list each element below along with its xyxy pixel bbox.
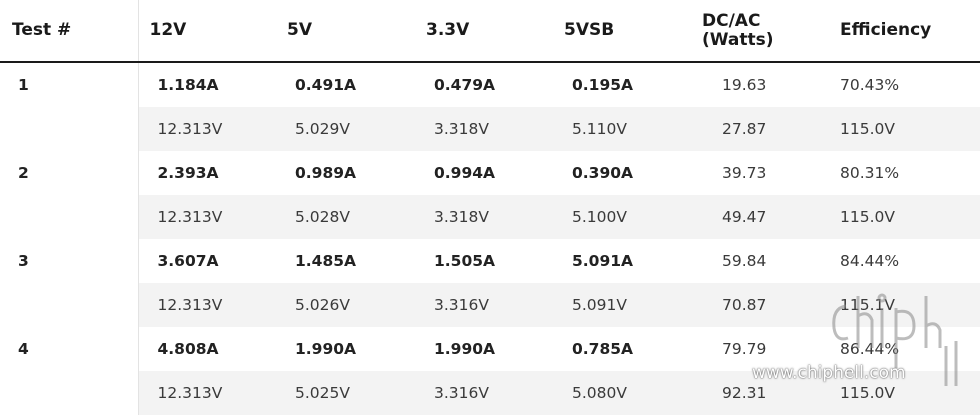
current-cell: 0.491A xyxy=(276,62,415,107)
voltage-cell: 5.025V xyxy=(276,371,415,415)
table-row: 12.313V 5.028V 3.318V 5.100V 49.47 115.0V xyxy=(0,195,980,239)
table-row: 2 2.393A 0.989A 0.994A 0.390A 39.73 80.31% xyxy=(0,151,980,195)
dc-watts-cell: 19.63 xyxy=(691,62,829,107)
current-cell: 5.091A xyxy=(553,239,691,283)
current-cell: 1.990A xyxy=(415,327,553,371)
table-row: 12.313V 5.025V 3.316V 5.080V 92.31 115.0V xyxy=(0,371,980,415)
current-cell: 1.990A xyxy=(276,327,415,371)
current-cell: 3.607A xyxy=(138,239,276,283)
voltage-cell: 5.028V xyxy=(276,195,415,239)
voltage-cell: 3.318V xyxy=(415,195,553,239)
table-row: 12.313V 5.029V 3.318V 5.110V 27.87 115.0V xyxy=(0,107,980,151)
current-cell: 2.393A xyxy=(138,151,276,195)
current-cell: 0.989A xyxy=(276,151,415,195)
table-row: 1 1.184A 0.491A 0.479A 0.195A 19.63 70.43% xyxy=(0,62,980,107)
efficiency-cell: 80.31% xyxy=(829,151,980,195)
current-cell: 0.994A xyxy=(415,151,553,195)
empty-cell xyxy=(0,371,139,415)
ac-watts-cell: 70.87 xyxy=(691,283,829,327)
ac-watts-cell: 27.87 xyxy=(691,107,829,151)
empty-cell xyxy=(0,283,139,327)
test-number: 4 xyxy=(0,327,139,371)
voltage-cell: 12.313V xyxy=(138,107,276,151)
empty-cell xyxy=(0,107,139,151)
header-5v: 5V xyxy=(276,0,415,63)
table-row: 12.313V 5.026V 3.316V 5.091V 70.87 115.1V xyxy=(0,283,980,327)
voltage-cell: 3.316V xyxy=(415,371,553,415)
ac-voltage-cell: 115.1V xyxy=(829,283,980,327)
header-dc-ac: DC/AC (Watts) xyxy=(691,0,829,63)
current-cell: 1.505A xyxy=(415,239,553,283)
current-cell: 1.485A xyxy=(276,239,415,283)
header-12v: 12V xyxy=(138,0,276,63)
voltage-cell: 5.110V xyxy=(553,107,691,151)
voltage-cell: 12.313V xyxy=(138,371,276,415)
efficiency-cell: 84.44% xyxy=(829,239,980,283)
voltage-cell: 3.318V xyxy=(415,107,553,151)
header-dc-ac-label: DC/AC (Watts) xyxy=(702,10,774,50)
voltage-cell: 12.313V xyxy=(138,195,276,239)
current-cell: 0.195A xyxy=(553,62,691,107)
test-number: 1 xyxy=(0,62,139,107)
dc-watts-cell: 59.84 xyxy=(691,239,829,283)
test-number: 2 xyxy=(0,151,139,195)
current-cell: 0.479A xyxy=(415,62,553,107)
voltage-cell: 5.029V xyxy=(276,107,415,151)
ac-watts-cell: 92.31 xyxy=(691,371,829,415)
current-cell: 0.390A xyxy=(553,151,691,195)
header-test: Test # xyxy=(0,0,139,63)
header-5vsb: 5VSB xyxy=(553,0,691,63)
voltage-cell: 3.316V xyxy=(415,283,553,327)
voltage-cell: 12.313V xyxy=(138,283,276,327)
dc-watts-cell: 79.79 xyxy=(691,327,829,371)
dc-watts-cell: 39.73 xyxy=(691,151,829,195)
ac-voltage-cell: 115.0V xyxy=(829,195,980,239)
test-number: 3 xyxy=(0,239,139,283)
current-cell: 4.808A xyxy=(138,327,276,371)
ac-voltage-cell: 115.0V xyxy=(829,107,980,151)
current-cell: 1.184A xyxy=(138,62,276,107)
header-row: Test # 12V 5V 3.3V 5VSB DC/AC (Watts) Ef… xyxy=(0,0,980,63)
empty-cell xyxy=(0,195,139,239)
watermark-url: www.chiphell.com xyxy=(752,363,906,383)
current-cell: 0.785A xyxy=(553,327,691,371)
header-efficiency: Efficiency xyxy=(829,0,980,63)
voltage-cell: 5.080V xyxy=(553,371,691,415)
header-3v3: 3.3V xyxy=(415,0,553,63)
efficiency-cell: 70.43% xyxy=(829,62,980,107)
ac-watts-cell: 49.47 xyxy=(691,195,829,239)
table-row: 4 4.808A 1.990A 1.990A 0.785A 79.79 86.44% xyxy=(0,327,980,371)
voltage-cell: 5.026V xyxy=(276,283,415,327)
voltage-cell: 5.100V xyxy=(553,195,691,239)
voltage-cell: 5.091V xyxy=(553,283,691,327)
table-row: 3 3.607A 1.485A 1.505A 5.091A 59.84 84.44% xyxy=(0,239,980,283)
